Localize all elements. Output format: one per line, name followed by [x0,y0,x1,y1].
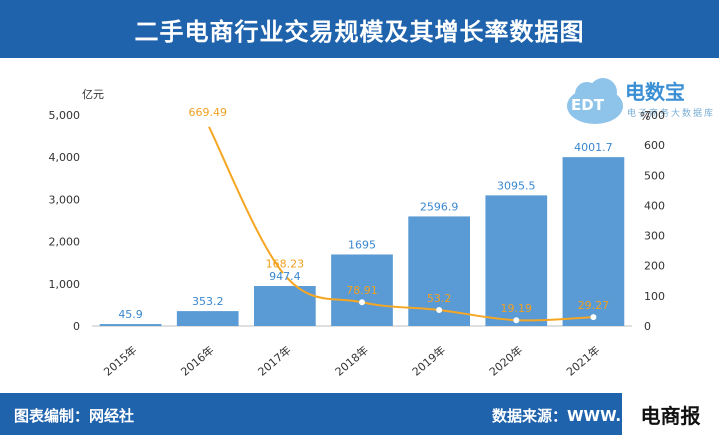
y2-axis-label: % [640,110,650,123]
line-point [359,299,365,306]
x-tick-label: 2015年 [101,343,140,379]
line-point [436,306,443,313]
y2-tick-label: 500 [644,169,665,182]
x-tick-label: 2021年 [563,343,602,379]
bar [176,311,239,326]
chart-title-bar: 二手电商行业交易规模及其增长率数据图 [0,0,719,58]
bar [562,157,625,326]
y-tick-label: 0 [73,320,80,333]
bar [485,195,548,326]
footer-source-editor: 图表编制：网经社 [14,407,135,425]
bar-data-label: 4001.7 [574,141,613,154]
bar-data-label: 1695 [348,238,376,251]
line-point [281,272,288,279]
bar-data-label: 353.2 [192,295,224,308]
line-data-label: 29.27 [578,299,610,312]
chart-area: 亿元 % 0 1,000 2,000 3,000 4,000 5,000 0 100 200 30… [49,88,666,379]
x-tick-label: 2018年 [332,343,371,379]
line-data-label: 669.49 [188,106,227,119]
chart-title: 二手电商行业交易规模及其增长率数据图 [134,17,585,46]
cloud-logo-icon [567,78,623,124]
y2-tick-label: 300 [644,230,665,243]
bar [331,254,393,326]
watermark: 电商报 [622,393,719,435]
footer-bar [0,393,719,435]
y2-tick-label: 200 [644,260,665,273]
logo-subtitle: 电子商务大数据库 [627,109,716,119]
logo: EDT 电数宝 电子商务大数据库 [565,72,713,130]
y-tick-label: 3,000 [49,193,81,206]
bar [99,324,162,326]
line-point [590,314,597,321]
y2-tick-label: 100 [644,290,665,303]
line-point [204,121,211,128]
y-tick-label: 2,000 [49,236,81,249]
logo-mark: EDT [571,96,604,114]
y2-tick-label: 600 [644,139,665,152]
line-data-label: 78.91 [346,284,378,297]
x-tick-label: 2017年 [255,343,294,379]
x-tick-label: 2019年 [409,343,448,379]
y2-tick-label: 700 [644,109,665,122]
y-tick-label: 5,000 [49,109,81,122]
line-data-label: 19.19 [501,302,533,315]
y-tick-label: 4,000 [49,151,81,164]
line-point [513,317,520,324]
bar-data-label: 947.4 [269,270,301,283]
y2-tick-label: 0 [644,320,651,333]
bar-data-label: 3095.5 [497,179,536,192]
logo-brand: 电数宝 [625,80,685,104]
y-axis-label: 亿元 [82,88,104,101]
bar-data-label: 45.9 [118,308,143,321]
watermark-text: 电商报 [640,403,701,428]
line-data-label: 53.2 [427,292,452,305]
y2-tick-label: 400 [644,199,665,212]
bar-data-label: 2596.9 [420,200,459,213]
y-tick-label: 1,000 [49,278,81,291]
line-data-label: 168.23 [266,257,305,270]
x-tick-label: 2016年 [178,343,217,379]
x-tick-label: 2020年 [486,343,525,379]
